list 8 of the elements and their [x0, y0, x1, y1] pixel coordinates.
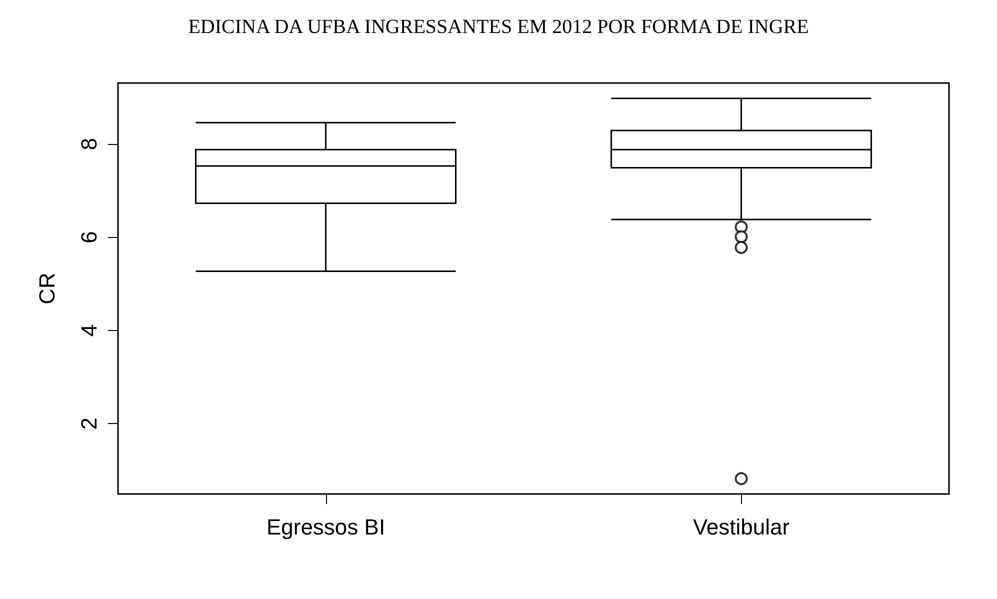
y-tick-label: 8 [76, 138, 102, 150]
y-tick-label: 4 [76, 324, 102, 337]
chart-title: EDICINA DA UFBA INGRESSANTES EM 2012 POR FORMA DE INGRE [188, 16, 809, 38]
y-axis-title: CR [34, 272, 60, 304]
y-tick-label: 6 [76, 231, 102, 244]
x-tick-label: Egressos BI [266, 514, 386, 540]
y-tick-label: 2 [76, 418, 102, 430]
x-tick-label: Vestibular [692, 514, 790, 540]
